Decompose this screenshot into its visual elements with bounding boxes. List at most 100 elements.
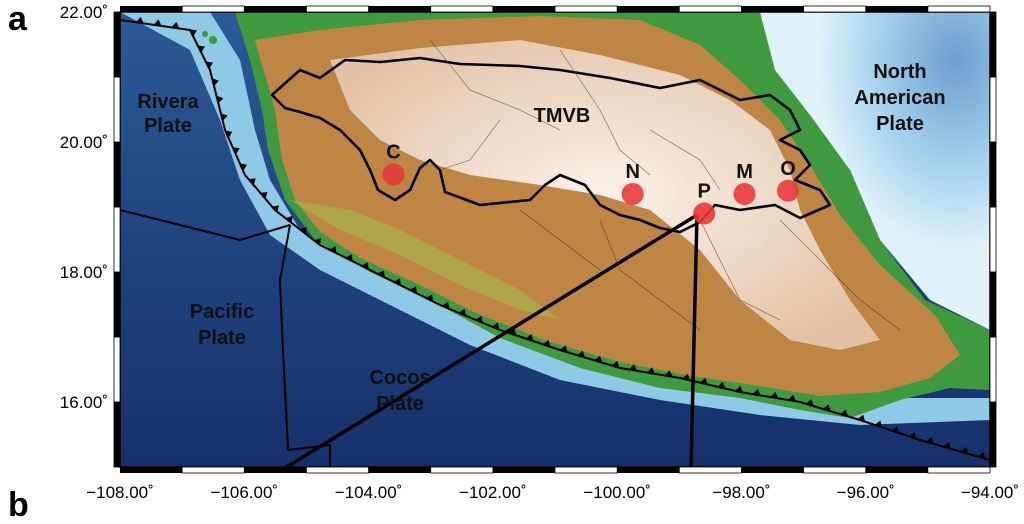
frame-bar <box>492 467 555 473</box>
label-pacific-line1: Pacific <box>190 301 254 323</box>
volcano-label-p: P <box>697 181 710 203</box>
y-axis-ticks: 22.00˚ 20.00˚ 18.00˚ 16.00˚ <box>60 3 108 412</box>
rivera-pacific-boundary <box>120 209 291 242</box>
frame-bar <box>120 467 183 473</box>
pacific-cocos-ridge <box>287 443 331 467</box>
trench-tooth <box>361 262 369 270</box>
gulf-of-mexico <box>760 12 990 330</box>
trench-tooth <box>752 388 761 396</box>
frame-bar <box>306 466 369 474</box>
frame-bar <box>120 6 183 12</box>
volcano-marker-o <box>777 179 800 202</box>
frame-bar <box>803 5 867 13</box>
label-rivera-line2: Plate <box>144 115 192 137</box>
frame-bar <box>113 401 121 468</box>
frame-bar <box>803 466 867 474</box>
tmvb-outline <box>270 56 832 234</box>
trench-tooth <box>135 16 144 24</box>
land-highland <box>330 40 880 350</box>
trench-tooth <box>925 437 934 444</box>
frame-bar <box>181 5 245 13</box>
trench-tooth <box>153 19 162 26</box>
trench-tooth <box>393 278 401 286</box>
island <box>209 36 217 44</box>
map-figure: C N P M O Rivera Plate North American Plate … <box>60 3 1019 502</box>
frame-bar <box>989 336 997 403</box>
frame-bar <box>181 466 245 474</box>
frame-bar <box>113 141 121 208</box>
trench <box>120 19 990 461</box>
frame-bar <box>244 6 307 12</box>
frame-bar <box>678 466 742 474</box>
trench-tooth <box>770 391 779 399</box>
volcano-label-o: O <box>780 158 796 180</box>
trench-tooth <box>611 360 620 368</box>
label-rivera-line1: Rivera <box>137 91 199 113</box>
frame-bar <box>492 6 555 12</box>
frame-bar <box>554 466 618 474</box>
trench-tooth <box>248 178 256 186</box>
trench-tooth <box>577 350 585 358</box>
label-cocos-line1: Cocos <box>369 367 430 389</box>
x-tick-label: −94.00˚ <box>961 483 1019 502</box>
frame-bar <box>678 5 742 13</box>
profile-line-vertical <box>689 214 699 467</box>
frame-bar <box>306 5 369 13</box>
x-tick-label: −100.00˚ <box>583 483 651 502</box>
trench-tooth <box>239 163 248 171</box>
trench-tooth <box>205 61 213 69</box>
trench-tooth <box>629 364 638 371</box>
trench-tooth <box>943 441 951 449</box>
panel-label-a: a <box>8 0 27 38</box>
plate-boundaries <box>120 19 990 467</box>
trench-tooth <box>491 322 500 330</box>
trench-tooth <box>216 95 224 104</box>
trench-tooth <box>232 147 240 155</box>
trench-tooth <box>212 78 219 87</box>
frame-bar <box>244 467 307 473</box>
trench-tooth <box>805 399 814 407</box>
frame-bar <box>368 6 431 12</box>
trench-tooth <box>345 254 353 262</box>
trench-tooth <box>260 191 268 199</box>
island <box>202 31 208 37</box>
trench-tooth <box>285 215 293 224</box>
x-tick-label: −104.00˚ <box>335 483 403 502</box>
frame-bar <box>113 206 121 273</box>
trench-tooth <box>271 205 279 213</box>
y-tick-label: 20.00˚ <box>60 133 108 152</box>
trench-tooth <box>960 446 969 454</box>
frame-bar <box>113 11 121 78</box>
frame-bar <box>989 206 997 273</box>
frame-bar <box>927 466 991 474</box>
y-tick-label: 16.00˚ <box>60 393 108 412</box>
trench-tooth <box>891 426 900 434</box>
trench-tooth <box>823 404 831 412</box>
trench-tooth <box>475 315 483 323</box>
transform-fault <box>278 224 291 451</box>
trench-tooth <box>542 339 551 347</box>
trench-tooth <box>840 409 848 417</box>
trench-tooth <box>977 451 986 459</box>
trench-tooth <box>874 420 883 428</box>
trench-tooth <box>329 246 337 254</box>
trench-tooth <box>559 345 568 353</box>
volcano-marker-c <box>382 163 405 186</box>
volcano-marker-p <box>693 202 716 225</box>
map-frame <box>113 5 997 474</box>
trench-tooth <box>699 377 708 385</box>
trench-tooth <box>409 286 417 294</box>
volcano-markers: C N P M O <box>382 142 800 225</box>
frame-bar <box>113 271 121 338</box>
label-north-american-line1: North <box>873 61 926 83</box>
x-tick-label: −106.00˚ <box>210 483 278 502</box>
trench-tooth <box>220 113 228 121</box>
profile-line <box>283 213 698 467</box>
frame-bar <box>989 401 997 468</box>
y-tick-label: 18.00˚ <box>60 263 108 282</box>
x-tick-label: −108.00˚ <box>86 483 154 502</box>
map-labels: Rivera Plate North American Plate Pacifi… <box>137 61 945 415</box>
trench-tooth <box>442 301 450 309</box>
volcano-label-c: C <box>386 142 400 164</box>
frame-bar <box>989 141 997 208</box>
